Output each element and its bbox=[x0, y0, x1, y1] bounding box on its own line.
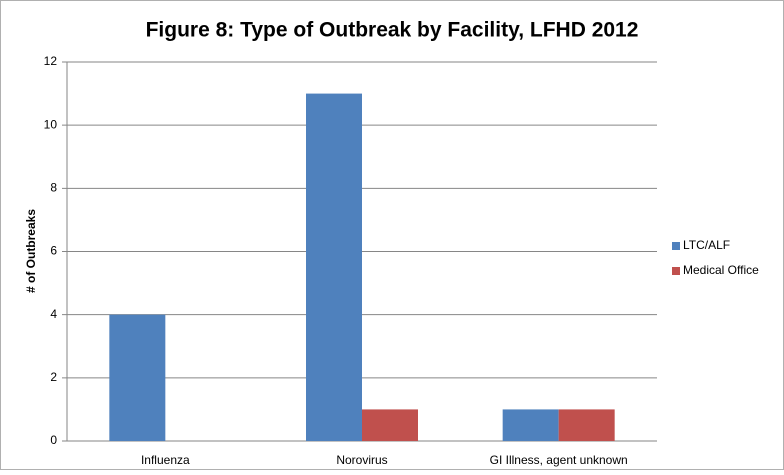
legend-label: Medical Office bbox=[683, 263, 759, 277]
bar bbox=[362, 409, 418, 441]
y-tick-label: 10 bbox=[44, 117, 58, 131]
x-tick-label: GI Illness, agent unknown bbox=[490, 453, 628, 467]
legend-label: LTC/ALF bbox=[683, 238, 730, 252]
bar bbox=[502, 409, 559, 441]
bar bbox=[558, 409, 615, 441]
legend-swatch bbox=[672, 267, 680, 275]
bar bbox=[306, 93, 362, 441]
legend-swatch bbox=[672, 242, 680, 250]
chart-title: Figure 8: Type of Outbreak by Facility, … bbox=[146, 19, 639, 42]
x-tick-label: Norovirus bbox=[336, 453, 387, 467]
x-tick-label: Influenza bbox=[141, 453, 190, 467]
y-tick-label: 8 bbox=[50, 181, 57, 195]
y-axis-label: # of Outbreaks bbox=[24, 209, 38, 293]
y-tick-label: 12 bbox=[44, 54, 58, 68]
y-tick-label: 2 bbox=[50, 370, 57, 384]
bar bbox=[109, 314, 166, 441]
y-tick-label: 6 bbox=[50, 244, 57, 258]
y-tick-label: 0 bbox=[50, 433, 57, 447]
y-tick-label: 4 bbox=[50, 307, 57, 321]
